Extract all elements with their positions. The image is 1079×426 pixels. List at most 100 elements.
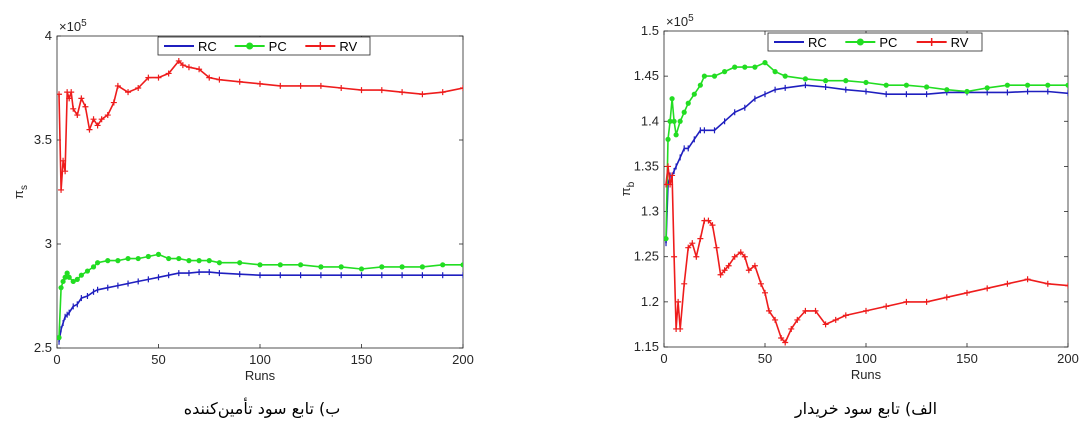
y-tick-label: 1.25 [634,249,659,264]
data-point-pc [883,82,889,88]
data-point-pc [863,79,869,86]
data-point-rv [1004,280,1011,287]
data-point-pc [671,118,677,124]
x-tick-label: 0 [660,351,667,366]
data-point-pc [66,274,72,280]
data-point-pc [125,255,131,262]
legend-label-rc: RC [808,35,827,50]
data-point-rv [90,116,97,123]
x-tick-label: 0 [53,352,60,367]
x-tick-label: 50 [151,352,165,367]
figure-caption: الف) تابع سود خریدار [794,399,937,419]
data-point-pc [196,258,202,264]
data-point-rv [175,57,182,64]
chart-panel-buyer: 0 50 100 150 200 1.15 1.2 1.25 1.3 1.35 1.4 1.45 1.5… [618,13,1079,419]
data-point-rv [794,316,801,323]
chart-panel-supplier: 0 50 100 150 200 2.5 3 3.5 4 ×105 Runs πs RC PC RV ب) ت… [11,18,474,419]
data-point-pc [697,82,703,88]
data-point-rv [110,99,117,106]
data-point-rv [731,253,738,260]
x-axis-label: Runs [245,368,276,383]
series-line-rc [665,84,1068,244]
x-axis-label: Runs [851,367,882,382]
data-point-rv [74,112,81,119]
data-point-rv [671,253,678,260]
data-point-rv [57,91,63,98]
data-point-pc [74,276,80,282]
series-rv [664,163,1068,346]
data-point-rv [705,217,712,224]
data-point-rv [685,244,692,251]
data-point-pc [70,278,76,285]
legend-marker [316,42,325,50]
data-point-rv [58,186,65,193]
x-tick-label: 150 [956,351,978,366]
data-point-rv [114,82,121,89]
data-point-rv [196,66,203,73]
data-point-pc [318,264,324,270]
legend-label-pc: PC [879,35,897,50]
data-point-rv [1065,282,1068,289]
data-point-pc [681,109,687,115]
data-point-rv [675,298,682,305]
data-point-pc [440,262,446,268]
x-tick-label: 200 [452,352,474,367]
data-point-pc [691,91,697,97]
data-point-pc [742,64,748,70]
data-point-rv [681,280,688,287]
data-point-pc [60,278,66,285]
data-point-rv [717,271,724,278]
y-tick-label: 1.45 [634,68,659,83]
data-point-rv [439,89,446,96]
data-point-pc [711,73,718,79]
data-point-rv [216,76,223,83]
y-multiplier-label: ×105 [59,18,87,34]
legend-label-rc: RC [198,39,217,54]
data-point-rv [78,95,85,102]
data-point-rv [697,235,704,242]
data-point-rv [98,116,105,123]
data-point-pc [62,274,68,280]
y-tick-label: 2.5 [34,340,52,355]
data-point-pc [823,78,829,84]
data-point-rv [1044,280,1051,287]
y-tick-label: 1.35 [634,158,659,173]
data-point-rv [709,222,716,229]
x-tick-label: 50 [758,351,772,366]
data-point-pc [379,264,385,270]
y-axis-label: πs [11,185,30,199]
data-point-pc [1004,82,1011,88]
data-point-pc [843,78,849,84]
legend-marker [927,38,936,46]
data-point-pc [677,118,683,124]
data-point-pc [206,258,212,264]
series-line-rv [58,59,463,190]
data-point-rv [822,321,829,328]
data-point-rv [62,168,69,175]
series-pc [664,60,1068,242]
data-point-rv [788,325,795,332]
y-tick-label: 1.5 [641,23,659,38]
y-tick-label: 4 [45,28,52,43]
data-point-pc [732,64,738,70]
data-point-rv [145,74,152,81]
data-point-pc [460,262,463,268]
x-tick-label: 100 [855,351,877,366]
data-point-rv [82,103,89,110]
data-point-pc [145,253,151,260]
legend-label-rv: RV [339,39,357,54]
data-point-pc [669,96,675,102]
data-point-pc [964,88,970,95]
legend-marker [856,38,864,46]
data-point-rv [155,74,162,81]
data-point-pc [237,260,243,266]
data-point-pc [298,262,304,268]
data-point-rv [751,262,758,269]
data-point-rv [277,82,284,89]
data-point-pc [166,255,172,262]
data-point-rv [689,240,696,247]
x-tick-label: 200 [1057,351,1079,366]
data-point-rv [762,289,768,296]
data-point-rv [378,87,385,94]
data-point-rv [460,85,463,91]
